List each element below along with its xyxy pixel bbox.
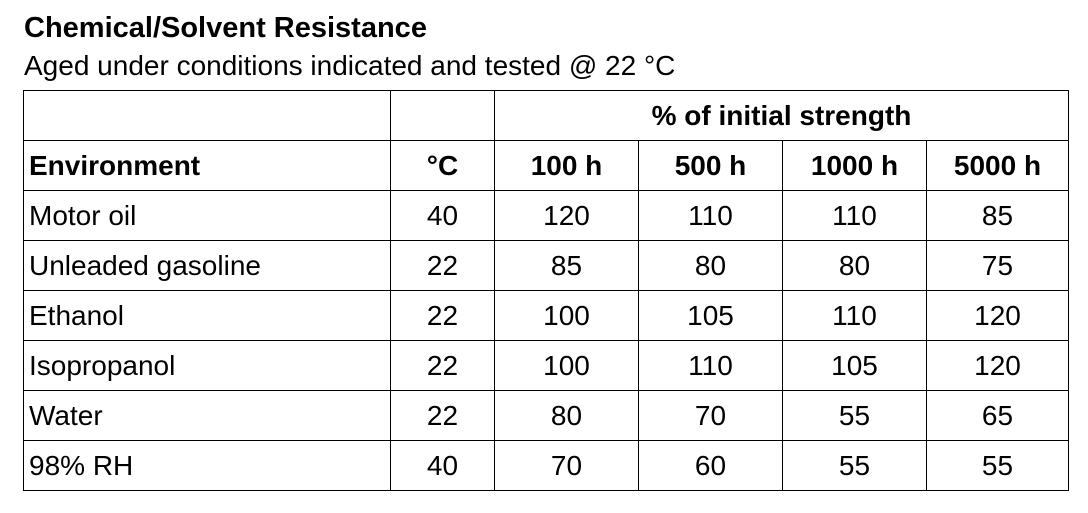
value-cell: 80 [494, 390, 639, 441]
value-cell: 110 [782, 290, 927, 341]
environment-cell: Unleaded gasoline [23, 240, 391, 291]
value-cell: 40 [390, 190, 495, 241]
table-body: Motor oil 40 120 110 110 85 Unleaded gasoline 2… [23, 190, 1069, 491]
empty-cell [23, 90, 391, 141]
value-cell: 55 [782, 440, 927, 491]
environment-cell: Ethanol [23, 290, 391, 341]
column-header: 5000 h [926, 140, 1069, 191]
table-row: 98% RH 40 70 60 55 55 [23, 440, 1069, 491]
group-header-row: % of initial strength [23, 90, 1069, 141]
environment-cell: Isopropanol [23, 340, 391, 391]
value-cell: 22 [390, 340, 495, 391]
column-header: 100 h [494, 140, 639, 191]
title: Chemical/Solvent Resistance [24, 12, 427, 44]
table-row: Unleaded gasoline 22 85 80 80 75 [23, 240, 1069, 291]
subtitle: Aged under conditions indicated and test… [24, 50, 676, 81]
table-row: Motor oil 40 120 110 110 85 [23, 190, 1069, 241]
value-cell: 55 [782, 390, 927, 441]
value-cell: 80 [638, 240, 783, 291]
value-cell: 70 [638, 390, 783, 441]
value-cell: 100 [494, 290, 639, 341]
column-header: °C [390, 140, 495, 191]
column-header: 1000 h [782, 140, 927, 191]
value-cell: 55 [926, 440, 1069, 491]
resistance-table: % of initial strength Environment °C 100 h… [23, 90, 1069, 491]
value-cell: 105 [638, 290, 783, 341]
value-cell: 110 [638, 190, 783, 241]
value-cell: 105 [782, 340, 927, 391]
value-cell: 110 [782, 190, 927, 241]
value-cell: 22 [390, 290, 495, 341]
value-cell: 75 [926, 240, 1069, 291]
value-cell: 120 [926, 290, 1069, 341]
value-cell: 110 [638, 340, 783, 391]
column-header: 500 h [638, 140, 783, 191]
group-header: % of initial strength [494, 90, 1069, 141]
value-cell: 120 [494, 190, 639, 241]
value-cell: 65 [926, 390, 1069, 441]
column-header-row: Environment °C 100 h 500 h 1000 h 5000 h [23, 140, 1069, 191]
environment-cell: Motor oil [23, 190, 391, 241]
value-cell: 85 [926, 190, 1069, 241]
value-cell: 70 [494, 440, 639, 491]
table-row: Isopropanol 22 100 110 105 120 [23, 340, 1069, 391]
value-cell: 22 [390, 240, 495, 291]
value-cell: 60 [638, 440, 783, 491]
value-cell: 85 [494, 240, 639, 291]
value-cell: 120 [926, 340, 1069, 391]
environment-cell: Water [23, 390, 391, 441]
column-header: Environment [23, 140, 391, 191]
value-cell: 100 [494, 340, 639, 391]
value-cell: 40 [390, 440, 495, 491]
empty-cell [390, 90, 495, 141]
value-cell: 22 [390, 390, 495, 441]
environment-cell: 98% RH [23, 440, 391, 491]
table-row: Water 22 80 70 55 65 [23, 390, 1069, 441]
value-cell: 80 [782, 240, 927, 291]
table-row: Ethanol 22 100 105 110 120 [23, 290, 1069, 341]
